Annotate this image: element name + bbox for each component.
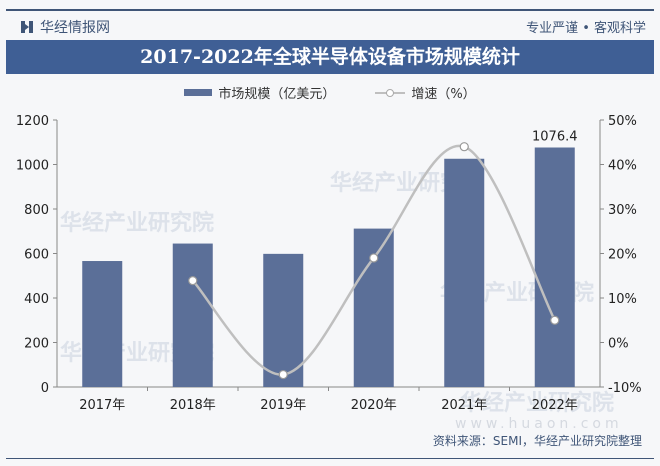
legend-swatch-bar [184, 89, 213, 96]
left-tick-label: 800 [24, 203, 49, 218]
logo-icon [21, 21, 33, 33]
right-tick-label: 30% [608, 203, 637, 218]
brand-name: 华经情报网 [40, 20, 110, 36]
legend-item-bar: 市场规模（亿美元） [184, 83, 335, 102]
brand: 华经情报网 [20, 17, 110, 37]
growth-point [369, 253, 379, 263]
x-tick-label: 2021年 [441, 398, 487, 413]
left-tick-label: 400 [24, 292, 49, 307]
growth-point [188, 276, 198, 286]
legend: 市场规模（亿美元） 增速（%） [0, 83, 660, 102]
growth-point [550, 315, 560, 325]
right-tick-label: -10% [608, 381, 642, 396]
right-tick-label: 20% [608, 248, 637, 263]
chart-title: 2017-2022年全球半导体设备市场规模统计 [6, 40, 654, 74]
left-tick-label: 200 [24, 337, 49, 352]
x-tick-label: 2018年 [170, 398, 216, 413]
bar-2017年 [82, 261, 123, 387]
bar-2018年 [172, 243, 213, 387]
top-divider [6, 9, 654, 11]
growth-line [191, 144, 556, 376]
right-tick-label: 10% [608, 292, 637, 307]
growth-point [459, 142, 469, 152]
slogan: 专业严谨 • 客观科学 [526, 21, 646, 36]
bar-2021年 [444, 158, 485, 387]
x-tick-label: 2020年 [351, 398, 397, 413]
data-label: 1076.4 [532, 130, 578, 145]
right-tick-label: 40% [608, 159, 637, 174]
bar-2020年 [353, 228, 394, 387]
watermark-url: www.huaon.com [455, 416, 623, 432]
x-tick-label: 2022年 [532, 398, 578, 413]
bar-2019年 [263, 253, 304, 387]
growth-point [278, 369, 288, 380]
x-tick-label: 2017年 [79, 398, 125, 413]
bar-2022年 [534, 147, 575, 387]
x-tick-label: 2019年 [260, 398, 306, 413]
legend-item-line: 增速（%） [375, 83, 476, 102]
bottom-divider [6, 458, 654, 459]
right-tick-label: 0% [608, 337, 629, 352]
left-tick-label: 600 [24, 248, 49, 263]
watermark: 华经产业研究院 [460, 390, 614, 416]
legend-swatch-line [375, 88, 406, 97]
left-tick-label: 0 [41, 381, 49, 396]
legend-label: 增速（%） [411, 87, 476, 102]
legend-label: 市场规模（亿美元） [218, 87, 336, 102]
source-note: 资料来源：SEMI，华经产业研究院整理 [432, 434, 642, 448]
left-tick-label: 1200 [16, 114, 49, 129]
watermark: 华经产业研究院 [60, 210, 214, 236]
right-tick-label: 50% [608, 114, 637, 129]
left-tick-label: 1000 [16, 159, 49, 174]
